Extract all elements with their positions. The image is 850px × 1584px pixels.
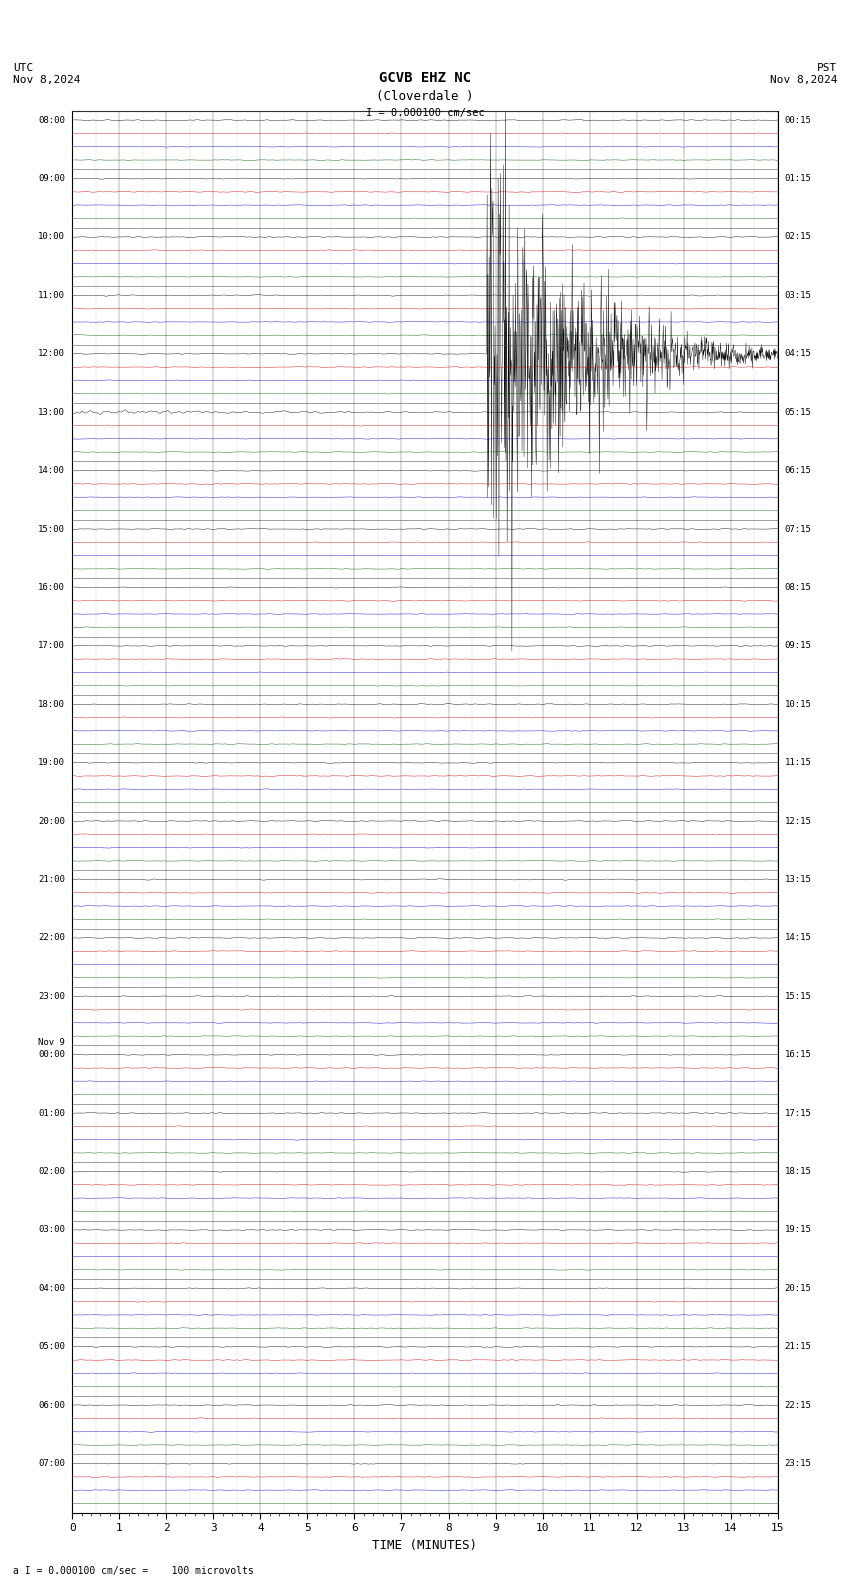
Text: 01:00: 01:00 bbox=[38, 1109, 65, 1118]
Text: 16:00: 16:00 bbox=[38, 583, 65, 592]
Text: 11:00: 11:00 bbox=[38, 291, 65, 299]
Text: 22:15: 22:15 bbox=[785, 1400, 812, 1410]
Text: a I = 0.000100 cm/sec =    100 microvolts: a I = 0.000100 cm/sec = 100 microvolts bbox=[13, 1567, 253, 1576]
Text: 08:15: 08:15 bbox=[785, 583, 812, 592]
Text: 13:15: 13:15 bbox=[785, 874, 812, 884]
Text: 17:00: 17:00 bbox=[38, 642, 65, 651]
Text: 22:00: 22:00 bbox=[38, 933, 65, 942]
Text: 19:00: 19:00 bbox=[38, 759, 65, 767]
Text: 12:15: 12:15 bbox=[785, 817, 812, 825]
Text: 06:15: 06:15 bbox=[785, 466, 812, 475]
Text: 09:00: 09:00 bbox=[38, 174, 65, 184]
Text: 19:15: 19:15 bbox=[785, 1226, 812, 1234]
Text: 08:00: 08:00 bbox=[38, 116, 65, 125]
Text: UTC
Nov 8,2024: UTC Nov 8,2024 bbox=[13, 63, 80, 86]
Text: 15:15: 15:15 bbox=[785, 992, 812, 1001]
Text: PST
Nov 8,2024: PST Nov 8,2024 bbox=[770, 63, 837, 86]
Text: 14:00: 14:00 bbox=[38, 466, 65, 475]
Text: 14:15: 14:15 bbox=[785, 933, 812, 942]
Text: 03:15: 03:15 bbox=[785, 291, 812, 299]
Text: 09:15: 09:15 bbox=[785, 642, 812, 651]
Text: 04:00: 04:00 bbox=[38, 1285, 65, 1293]
Text: 16:15: 16:15 bbox=[785, 1050, 812, 1060]
Text: (Cloverdale ): (Cloverdale ) bbox=[377, 90, 473, 103]
Text: 20:15: 20:15 bbox=[785, 1285, 812, 1293]
Text: 21:15: 21:15 bbox=[785, 1342, 812, 1351]
Text: GCVB EHZ NC: GCVB EHZ NC bbox=[379, 71, 471, 86]
Text: 18:00: 18:00 bbox=[38, 700, 65, 708]
Text: 18:15: 18:15 bbox=[785, 1167, 812, 1175]
Text: 11:15: 11:15 bbox=[785, 759, 812, 767]
Text: 03:00: 03:00 bbox=[38, 1226, 65, 1234]
Text: 04:15: 04:15 bbox=[785, 350, 812, 358]
Text: 02:15: 02:15 bbox=[785, 233, 812, 241]
Text: 20:00: 20:00 bbox=[38, 817, 65, 825]
Text: 07:00: 07:00 bbox=[38, 1459, 65, 1468]
Text: 00:15: 00:15 bbox=[785, 116, 812, 125]
Text: Nov 9: Nov 9 bbox=[38, 1038, 65, 1047]
Text: 10:00: 10:00 bbox=[38, 233, 65, 241]
Text: 23:15: 23:15 bbox=[785, 1459, 812, 1468]
Text: 05:00: 05:00 bbox=[38, 1342, 65, 1351]
Text: 10:15: 10:15 bbox=[785, 700, 812, 708]
Text: 02:00: 02:00 bbox=[38, 1167, 65, 1175]
Text: 01:15: 01:15 bbox=[785, 174, 812, 184]
Text: 17:15: 17:15 bbox=[785, 1109, 812, 1118]
X-axis label: TIME (MINUTES): TIME (MINUTES) bbox=[372, 1538, 478, 1552]
Text: 05:15: 05:15 bbox=[785, 407, 812, 417]
Text: 23:00: 23:00 bbox=[38, 992, 65, 1001]
Text: 15:00: 15:00 bbox=[38, 524, 65, 534]
Text: 00:00: 00:00 bbox=[38, 1050, 65, 1060]
Text: 13:00: 13:00 bbox=[38, 407, 65, 417]
Text: 12:00: 12:00 bbox=[38, 350, 65, 358]
Text: 06:00: 06:00 bbox=[38, 1400, 65, 1410]
Text: 21:00: 21:00 bbox=[38, 874, 65, 884]
Text: I = 0.000100 cm/sec: I = 0.000100 cm/sec bbox=[366, 108, 484, 117]
Text: 07:15: 07:15 bbox=[785, 524, 812, 534]
